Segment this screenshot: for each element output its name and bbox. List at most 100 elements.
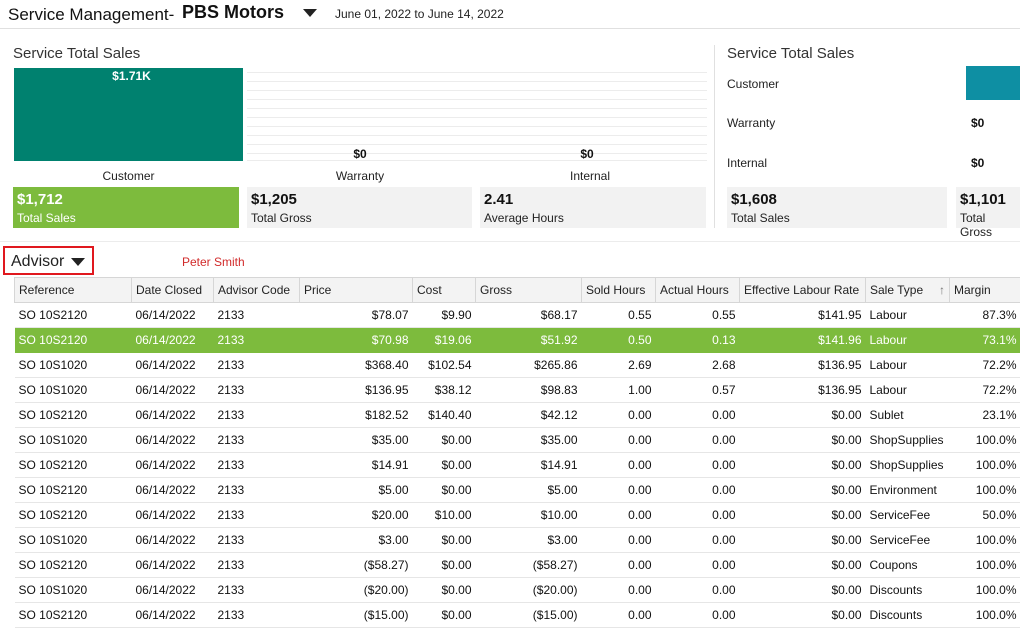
table-row[interactable]: SO 10S2120 06/14/2022 2133 $14.91 $0.00 $14.9… [14, 452, 1020, 478]
category-label: Warranty [335, 169, 385, 183]
table-cell: 72.2% [949, 377, 1020, 403]
table-cell: ShopSupplies [865, 427, 950, 453]
column-header[interactable]: Advisor Code [213, 277, 300, 303]
table-cell: $0.00 [739, 552, 866, 578]
table-cell: 0.00 [655, 477, 740, 503]
table-cell: SO 10S1020 [14, 427, 132, 453]
table-cell: 06/14/2022 [131, 552, 214, 578]
table-cell: SO 10S2120 [14, 552, 132, 578]
column-header[interactable]: Price [299, 277, 413, 303]
table-cell: 2133 [213, 377, 300, 403]
table-cell: 0.13 [655, 327, 740, 353]
table-cell: 2.69 [581, 352, 656, 378]
table-row[interactable]: SO 10S1020 06/14/2022 2133 $136.95 $38.12 $98… [14, 377, 1020, 403]
table-cell: 0.00 [581, 477, 656, 503]
table-cell: $0.00 [739, 602, 866, 628]
table-cell: $14.91 [299, 452, 413, 478]
table-cell: $136.95 [739, 352, 866, 378]
column-header[interactable]: Effective Labour Rate [739, 277, 866, 303]
right-category-label: Warranty [727, 116, 776, 130]
arrow-up-icon[interactable]: ↑ [939, 283, 945, 297]
table-cell: 06/14/2022 [131, 577, 214, 603]
bar-customer[interactable] [14, 68, 243, 161]
table-row[interactable]: SO 10S1020 06/14/2022 2133 $368.40 $102.54 $2… [14, 352, 1020, 378]
table-cell: 2133 [213, 327, 300, 353]
company-selector[interactable]: PBS Motors [182, 2, 285, 22]
column-header[interactable]: Gross [475, 277, 582, 303]
chevron-down-icon[interactable] [303, 9, 317, 17]
date-range[interactable]: June 01, 2022 to June 14, 2022 [335, 7, 504, 21]
table-cell: SO 10S2120 [14, 402, 132, 428]
table-cell: 2133 [213, 502, 300, 528]
column-header[interactable]: Cost [412, 277, 476, 303]
column-header-label: Effective Labour Rate [744, 283, 860, 297]
kpi-value: 2.41 [484, 191, 514, 208]
table-cell: $3.00 [475, 527, 582, 553]
table-cell: 0.00 [655, 502, 740, 528]
table-cell: 0.50 [581, 327, 656, 353]
bar-customer-right[interactable] [966, 66, 1020, 100]
table-cell: ($58.27) [299, 552, 413, 578]
table-cell: 06/14/2022 [131, 502, 214, 528]
table-cell: 2133 [213, 602, 300, 628]
table-cell: $136.95 [739, 377, 866, 403]
right-panel-title: Service Total Sales [727, 45, 855, 62]
table-row[interactable]: SO 10S2120 06/14/2022 2133 $5.00 $0.00 $5.00 0… [14, 477, 1020, 503]
table-row[interactable]: SO 10S1020 06/14/2022 2133 ($20.00) $0.00 ($2… [14, 577, 1020, 603]
table-cell: 06/14/2022 [131, 377, 214, 403]
table-cell: $0.00 [739, 527, 866, 553]
kpi-average-hours: 2.41 Average Hours [480, 187, 706, 228]
table-row[interactable]: SO 10S2120 06/14/2022 2133 $20.00 $10.00 $10.… [14, 502, 1020, 528]
chevron-down-icon [71, 258, 85, 266]
table-cell: 06/14/2022 [131, 477, 214, 503]
table-cell: $10.00 [412, 502, 476, 528]
table-cell: $0.00 [739, 452, 866, 478]
table-cell: 0.00 [581, 602, 656, 628]
table-cell: 100.0% [949, 452, 1020, 478]
table-row[interactable]: SO 10S1020 06/14/2022 2133 $3.00 $0.00 $3.00 0… [14, 527, 1020, 553]
kpi-total-sales-right: $1,608 Total Sales [727, 187, 947, 228]
category-label: Internal [569, 169, 611, 183]
advisor-name: Peter Smith [182, 255, 245, 269]
table-cell: $5.00 [475, 477, 582, 503]
advisor-label: Advisor [11, 253, 65, 270]
table-cell: Environment [865, 477, 950, 503]
gridline [247, 126, 707, 127]
table-cell: SO 10S2120 [14, 477, 132, 503]
table-cell: Labour [865, 352, 950, 378]
table-row[interactable]: SO 10S2120 06/14/2022 2133 ($58.27) $0.00 ($5… [14, 552, 1020, 578]
column-header[interactable]: Sale Type ↑ [865, 277, 950, 303]
column-header[interactable]: Actual Hours [655, 277, 740, 303]
table-cell: 2133 [213, 352, 300, 378]
column-header-label: Reference [19, 283, 75, 297]
table-row[interactable]: SO 10S2120 06/14/2022 2133 ($15.00) $0.00 ($1… [14, 602, 1020, 628]
table-cell: 2133 [213, 552, 300, 578]
column-header[interactable]: Sold Hours [581, 277, 656, 303]
table-cell: SO 10S2120 [14, 327, 132, 353]
table-cell: Coupons [865, 552, 950, 578]
table-row[interactable]: SO 10S2120 06/14/2022 2133 $78.07 $9.90 $68.1… [14, 302, 1020, 328]
table-cell: ($20.00) [475, 577, 582, 603]
table-cell: $3.00 [299, 527, 413, 553]
gridline [247, 99, 707, 100]
column-header-label: Advisor Code [218, 283, 291, 297]
table-cell: $78.07 [299, 302, 413, 328]
advisor-dropdown[interactable]: Advisor [3, 246, 94, 275]
gridline [247, 144, 707, 145]
column-header[interactable]: Margin [949, 277, 1020, 303]
right-bar-value: $0 [971, 156, 985, 170]
gridline [247, 135, 707, 136]
table-cell: 06/14/2022 [131, 427, 214, 453]
column-header[interactable]: Date Closed [131, 277, 214, 303]
table-row[interactable]: SO 10S2120 06/14/2022 2133 $182.52 $140.40 $4… [14, 402, 1020, 428]
table-cell: SO 10S1020 [14, 352, 132, 378]
table-cell: 0.00 [655, 427, 740, 453]
table-row[interactable]: SO 10S1020 06/14/2022 2133 $35.00 $0.00 $35.0… [14, 427, 1020, 453]
table-cell: $0.00 [739, 502, 866, 528]
section-separator [0, 241, 1020, 242]
kpi-total-sales: $1,712 Total Sales [13, 187, 239, 228]
table-cell: 0.00 [581, 427, 656, 453]
column-header[interactable]: Reference [14, 277, 132, 303]
table-cell: 50.0% [949, 502, 1020, 528]
table-row[interactable]: SO 10S2120 06/14/2022 2133 $70.98 $19.06 $51.… [14, 327, 1020, 353]
